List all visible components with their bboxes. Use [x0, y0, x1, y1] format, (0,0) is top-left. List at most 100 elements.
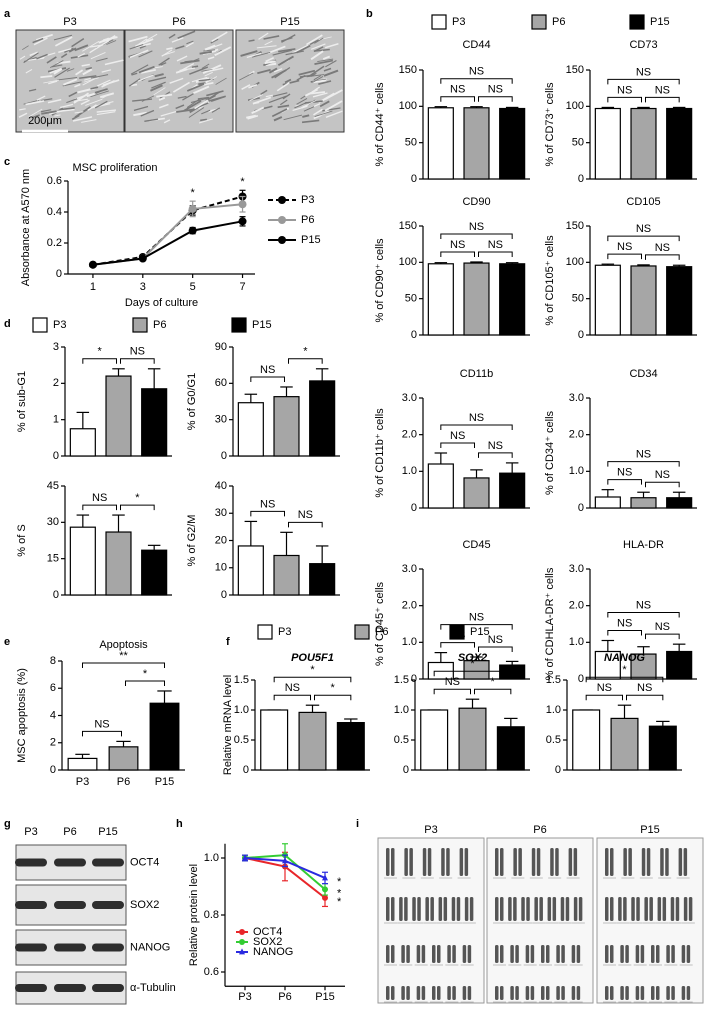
x-axis-label: Days of culture: [125, 297, 198, 309]
chart-title: CD34: [629, 368, 657, 380]
chromosome: [573, 897, 578, 921]
cell: [145, 33, 158, 42]
chromosome: [683, 897, 688, 921]
marker: [188, 226, 197, 235]
band: [54, 858, 86, 867]
chromosome: [495, 897, 499, 921]
cell: [74, 111, 84, 114]
chromosome: [500, 897, 504, 921]
cell: [312, 79, 327, 84]
y-tick-label: 30: [215, 414, 227, 426]
cell: [19, 55, 26, 60]
cell: [169, 77, 184, 84]
cell: [130, 64, 149, 75]
panel-letter: i: [356, 818, 359, 830]
significance-label: NS: [92, 492, 107, 504]
cell: [279, 99, 288, 106]
significance-label: NS: [617, 617, 632, 629]
cell: [285, 50, 305, 56]
chromosome: [610, 945, 614, 963]
cell: [62, 81, 82, 87]
chromosome: [578, 897, 583, 921]
chromosome: [640, 986, 645, 1000]
chromosome: [386, 848, 390, 876]
y-tick-label: 2.0: [569, 600, 584, 612]
cell: [318, 80, 332, 85]
cell: [40, 98, 53, 102]
cell: [175, 45, 185, 50]
cell: [101, 80, 115, 88]
chromosome: [495, 945, 499, 963]
significance-bracket: [645, 96, 680, 103]
cell: [128, 78, 141, 87]
significance-bracket: [645, 481, 680, 488]
bar: [105, 531, 132, 596]
significance-label: NS: [655, 242, 670, 254]
cell: [313, 108, 323, 116]
y-tick-label: 0: [578, 673, 584, 685]
cell: [309, 91, 326, 95]
significance-bracket: [82, 358, 117, 364]
cell: [177, 30, 196, 40]
chromosome: [675, 897, 680, 921]
cell: [252, 96, 272, 105]
cell: [163, 119, 171, 124]
chromosome: [635, 986, 640, 1000]
y-tick-label: 60: [215, 377, 227, 389]
cell: [74, 83, 81, 88]
band: [15, 984, 47, 992]
y-tick-label: 3.0: [402, 563, 417, 575]
significance-bracket: [645, 633, 680, 640]
cell: [57, 77, 78, 81]
cell: [25, 57, 44, 62]
panel-letter: c: [4, 156, 10, 168]
annotation: *: [240, 176, 245, 188]
significance-bracket: [440, 424, 513, 430]
y-tick-label: 0: [50, 764, 56, 776]
cell: [43, 79, 60, 84]
chromosome: [469, 897, 474, 921]
bar: [499, 664, 526, 680]
significance-label: NS: [655, 621, 670, 633]
chromosome: [510, 986, 514, 1000]
chromosome: [421, 945, 426, 963]
bar: [666, 107, 693, 180]
micrograph: [15, 29, 125, 133]
significance-label: *: [310, 664, 315, 676]
cell: [64, 47, 74, 53]
cell: [205, 92, 218, 102]
annotation: *: [337, 876, 342, 888]
significance-label: *: [491, 676, 496, 688]
chromosome: [500, 986, 504, 1000]
cell: [90, 90, 109, 98]
cell: [207, 56, 215, 60]
panel-letter: h: [176, 818, 183, 830]
chromosome: [406, 986, 410, 1000]
marker: [238, 200, 247, 209]
cell: [135, 38, 154, 48]
bar: [630, 107, 657, 180]
cell: [74, 44, 89, 52]
legend-swatch: [231, 317, 247, 333]
chromosome: [513, 848, 517, 876]
cell: [323, 67, 332, 72]
chromosome: [573, 848, 578, 876]
chromosome: [467, 945, 472, 963]
significance-label: NS: [469, 612, 484, 624]
cell: [303, 106, 315, 112]
y-axis-label: % of G0/G1: [186, 373, 198, 430]
chromosome: [530, 986, 535, 1000]
cell: [247, 114, 259, 120]
chromosome: [571, 945, 576, 963]
cell: [35, 33, 54, 41]
significance-bracket: [288, 521, 323, 528]
y-tick-label: 0.8: [204, 909, 219, 921]
cell: [265, 62, 277, 66]
significance-label: NS: [260, 498, 275, 510]
legend-label: P3: [53, 319, 66, 331]
cell: [204, 44, 216, 51]
chromosome: [605, 848, 609, 876]
y-tick-label: 3.0: [569, 392, 584, 404]
chromosome: [623, 848, 627, 876]
lane-label: P3: [24, 826, 37, 838]
